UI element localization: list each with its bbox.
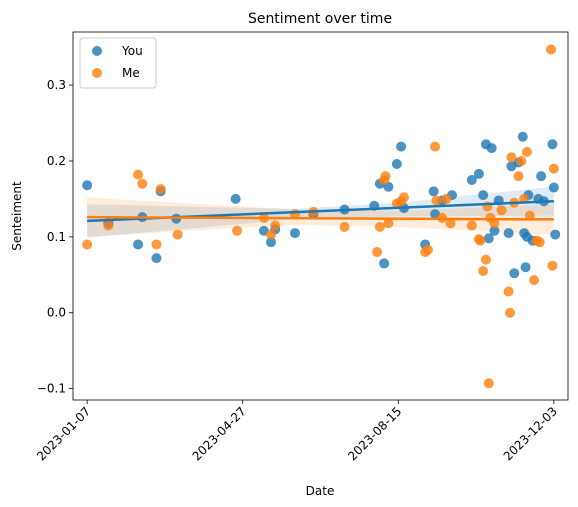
y-tick-label-0: −0.1 (37, 382, 66, 396)
point-you-11 (290, 228, 301, 239)
point-me-53 (548, 163, 559, 174)
point-me-24 (430, 141, 441, 152)
point-you-16 (379, 258, 390, 269)
point-you-19 (396, 141, 407, 152)
point-me-15 (374, 222, 385, 233)
point-me-48 (529, 275, 540, 286)
point-you-22 (428, 186, 439, 197)
point-me-0 (82, 239, 93, 250)
chart-title: Sentiment over time (248, 11, 392, 27)
point-you-2 (133, 239, 144, 250)
point-you-4 (151, 253, 162, 264)
y-tick-label-1: 0.0 (47, 306, 66, 320)
point-me-46 (521, 146, 532, 157)
x-tick-label-3: 2023-12-03 (501, 404, 560, 463)
x-tick-label-1: 2023-04-27 (190, 404, 249, 463)
legend-label-me: Me (122, 66, 140, 80)
point-you-34 (503, 228, 514, 239)
point-me-29 (466, 220, 477, 231)
point-you-18 (391, 159, 402, 170)
point-me-44 (516, 155, 527, 166)
point-you-38 (517, 131, 528, 142)
point-you-49 (550, 229, 561, 240)
y-tick-label-2: 0.1 (47, 230, 66, 244)
trend-line-me (87, 215, 554, 221)
point-me-4 (151, 239, 162, 250)
point-you-31 (486, 143, 497, 154)
point-you-28 (478, 190, 489, 201)
point-you-30 (483, 233, 494, 244)
y-axis-ticks: −0.1 0.0 0.1 0.2 0.3 (37, 78, 73, 396)
point-you-48 (548, 182, 559, 193)
point-me-41 (506, 152, 517, 163)
point-me-43 (513, 171, 524, 182)
point-me-18 (383, 218, 394, 229)
point-me-52 (547, 260, 558, 271)
point-me-31 (475, 235, 486, 246)
point-me-1 (103, 220, 114, 231)
legend-label-you: You (121, 44, 143, 58)
x-axis-label: Date (306, 484, 335, 498)
point-you-27 (473, 168, 484, 179)
point-me-38 (496, 205, 507, 216)
legend-marker-you (92, 46, 102, 56)
y-axis-label: Senteiment (10, 181, 24, 251)
point-me-3 (137, 178, 148, 189)
point-me-21 (398, 192, 409, 203)
point-me-23 (422, 244, 433, 255)
point-me-28 (445, 218, 456, 229)
point-me-37 (489, 218, 500, 229)
x-tick-label-2: 2023-08-15 (345, 404, 404, 463)
point-me-39 (503, 286, 514, 297)
legend-frame (79, 37, 157, 89)
point-me-6 (172, 229, 183, 240)
legend: You Me (79, 37, 157, 89)
point-me-17 (380, 171, 391, 182)
point-you-40 (520, 262, 531, 273)
point-me-5 (155, 184, 166, 195)
point-me-14 (372, 247, 383, 258)
point-me-50 (534, 237, 545, 248)
point-you-32 (489, 225, 500, 236)
point-you-9 (266, 237, 276, 248)
point-you-0 (82, 180, 93, 191)
point-me-7 (232, 225, 243, 236)
point-me-35 (483, 378, 494, 389)
point-you-47 (547, 139, 558, 150)
legend-marker-me (92, 68, 102, 78)
trend-lines (87, 199, 554, 223)
point-me-10 (270, 220, 281, 231)
point-you-36 (509, 268, 520, 279)
x-axis-ticks: 2023-01-07 2023-04-27 2023-08-15 2023-12-03 (34, 400, 560, 463)
point-you-45 (536, 171, 547, 182)
y-tick-label-4: 0.3 (47, 78, 66, 92)
point-me-27 (441, 193, 452, 204)
point-me-51 (546, 44, 557, 55)
point-me-2 (133, 169, 144, 180)
point-me-40 (505, 307, 516, 318)
point-me-13 (339, 222, 350, 233)
plot-frame (72, 31, 569, 401)
y-tick-label-3: 0.2 (47, 154, 66, 168)
point-me-9 (266, 229, 276, 240)
point-me-33 (480, 254, 491, 265)
x-tick-label-0: 2023-01-07 (34, 404, 93, 463)
point-you-7 (230, 193, 241, 204)
point-you-26 (466, 174, 477, 185)
point-me-32 (478, 266, 489, 277)
point-me-25 (431, 195, 442, 206)
